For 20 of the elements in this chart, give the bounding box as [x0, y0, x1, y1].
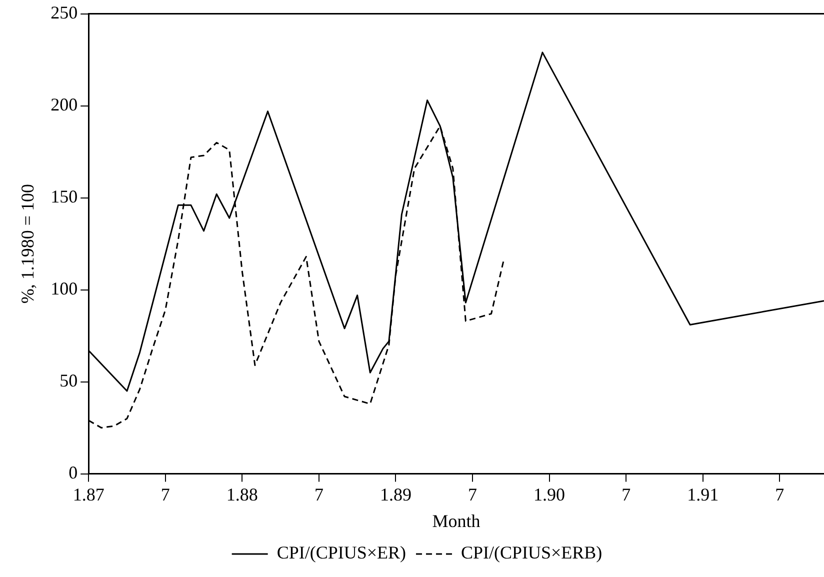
x-tick-label: 7 — [622, 484, 631, 504]
y-tick-label: 200 — [50, 94, 78, 115]
y-tick-label: 150 — [50, 186, 78, 207]
y-tick-label: 50 — [60, 370, 78, 391]
x-tick-label: 7 — [160, 484, 170, 504]
legend-label: CPI/(CPIUS×ERB) — [460, 542, 602, 563]
legend-label: CPI/(CPIUS×ER) — [276, 542, 406, 563]
x-tick-label: 1.89 — [380, 484, 412, 504]
y-axis-title: %, 1.1980 = 100 — [18, 184, 38, 304]
x-tick-label: 7 — [314, 484, 324, 504]
x-tick-label: 1.88 — [226, 484, 258, 504]
x-axis-title: Month — [432, 510, 480, 531]
y-tick-label: 0 — [68, 462, 78, 483]
x-tick-label: 1.91 — [687, 484, 719, 504]
y-tick-label: 100 — [50, 278, 78, 299]
x-tick-label: 7 — [775, 484, 784, 504]
x-tick-label: 1.87 — [72, 484, 104, 504]
y-tick-label: 250 — [50, 2, 78, 23]
x-tick-label: 7 — [468, 484, 478, 504]
x-tick-label: 1.90 — [534, 484, 566, 504]
